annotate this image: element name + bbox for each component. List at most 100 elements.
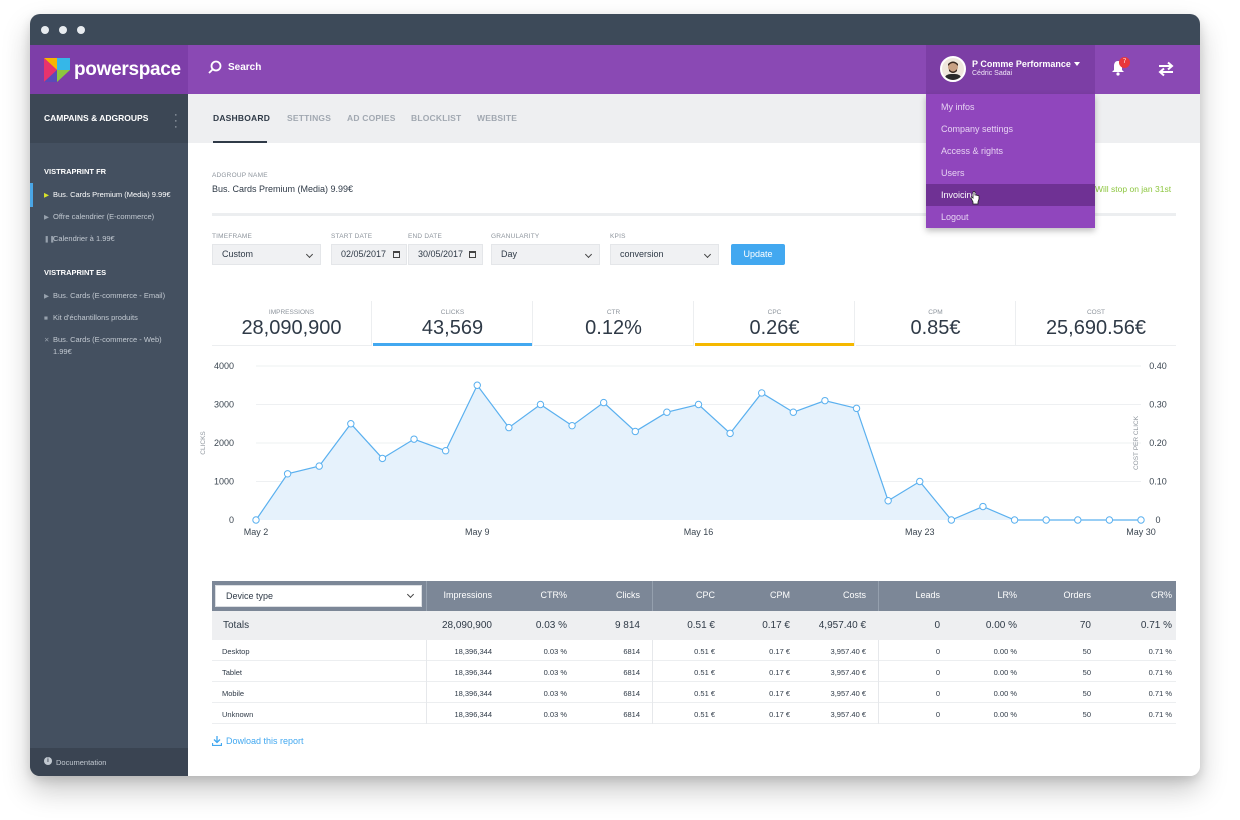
column-header[interactable]: Clicks	[616, 590, 640, 600]
download-report-link[interactable]: Dowload this report	[212, 736, 304, 746]
data-point	[852, 404, 861, 413]
data-point	[568, 421, 576, 430]
tab-blocklist[interactable]: BLOCKLIST	[411, 113, 462, 123]
column-divider	[426, 703, 427, 724]
documentation-link[interactable]: Documentation	[56, 758, 107, 767]
table-row[interactable]: Desktop 18,396,344 0.03 % 6814 0.51 € 0.17 € 3…	[212, 640, 1176, 661]
start-date-input[interactable]: 02/05/2017	[331, 244, 407, 265]
window-dot[interactable]	[77, 26, 85, 34]
sidebar-item-bus-cards-email[interactable]: ▶ Bus. Cards (E-commerce - Email)	[44, 290, 184, 302]
data-point	[410, 435, 418, 443]
granularity-label: GRANULARITY	[491, 233, 540, 240]
table-cell: 18,396,344	[454, 668, 492, 677]
column-divider	[652, 640, 653, 661]
kpi-card-cost[interactable]: COST 25,690.56€	[1016, 301, 1176, 346]
column-divider	[878, 661, 879, 682]
sidebar-group-title: VISTRAPRINT FR	[44, 167, 107, 176]
avatar	[940, 56, 966, 82]
table-cell: 50	[1082, 710, 1091, 719]
column-header[interactable]: Orders	[1063, 590, 1091, 600]
column-header[interactable]: LR%	[997, 590, 1017, 600]
kpi-value: 0.26€	[749, 317, 800, 339]
update-button[interactable]: Update	[731, 244, 785, 265]
sidebar-header: CAMPAINS & ADGROUPS · · ·	[30, 94, 188, 143]
column-divider	[878, 703, 879, 724]
kpi-card-cpm[interactable]: CPM 0.85€	[856, 301, 1016, 346]
search-label: Search	[228, 61, 262, 73]
granularity-select[interactable]: Day	[491, 244, 600, 265]
tab-website[interactable]: WEBSITE	[477, 113, 518, 123]
tab-dashboard[interactable]: DASHBOARD	[213, 113, 271, 123]
table-row[interactable]: Tablet 18,396,344 0.03 % 6814 0.51 € 0.17 € 3,…	[212, 661, 1176, 682]
menu-item-my-infos[interactable]: My infos	[941, 102, 975, 112]
tab-settings[interactable]: SETTINGS	[287, 113, 332, 123]
sidebar-item-label: Kit d'échantillons produits	[53, 313, 138, 322]
column-header[interactable]: CR%	[1150, 590, 1172, 600]
y-tick-label: 1000	[214, 477, 234, 487]
table-row[interactable]: Mobile 18,396,344 0.03 % 6814 0.51 € 0.17 € 3,…	[212, 682, 1176, 703]
user-menu-toggle[interactable]: P Comme Performance Cédric Sadai	[926, 45, 1095, 94]
column-header[interactable]: Costs	[842, 590, 866, 600]
y-tick-label: 4000	[214, 361, 234, 371]
x-tick-label: May 30	[1126, 527, 1156, 537]
end-date-input[interactable]: 30/05/2017	[408, 244, 483, 265]
data-point	[252, 516, 260, 524]
logo[interactable]: powerspace	[30, 45, 188, 94]
menu-item-users[interactable]: Users	[941, 168, 965, 178]
table-row[interactable]: Unknown 18,396,344 0.03 % 6814 0.51 € 0.17 € 3…	[212, 703, 1176, 724]
column-divider	[878, 640, 879, 661]
window-titlebar	[30, 14, 1200, 45]
sidebar-item-bus-cards-premium[interactable]: ▶ Bus. Cards Premium (Media) 9.99€	[44, 189, 184, 201]
dimension-select-value: Device type	[226, 591, 274, 601]
kpi-label: IMPRESSIONS	[268, 309, 315, 316]
sidebar-item-kit-echantillons[interactable]: ■ Kit d'échantillons produits	[44, 312, 184, 324]
sidebar-item-bus-cards-web[interactable]: ✕ Bus. Cards (E-commerce - Web) 1.99€	[44, 334, 184, 357]
sidebar-item-calendrier[interactable]: ❚❚Calendrier à 1.99€	[44, 233, 184, 245]
column-header[interactable]: Impressions	[443, 590, 492, 600]
kpis-value: conversion	[620, 249, 664, 259]
app-window: powerspace Search P Comme Performance Cé…	[30, 14, 1200, 776]
data-point	[347, 420, 355, 428]
sidebar: CAMPAINS & ADGROUPS · · · VISTRAPRINT FR ▶…	[30, 94, 188, 776]
kpi-card-impressions[interactable]: IMPRESSIONS 28,090,900	[212, 301, 372, 346]
active-indicator	[30, 183, 33, 207]
dimension-select[interactable]: Device type	[215, 585, 422, 607]
search-button[interactable]: Search	[208, 60, 261, 74]
table-cell: 6814	[623, 647, 640, 656]
table-cell: 0.17 €	[769, 689, 790, 698]
x-tick-label: May 9	[465, 527, 490, 537]
kpi-card-clicks[interactable]: CLICKS 43,569	[373, 301, 533, 346]
table-cell: 0.00 %	[993, 689, 1017, 698]
menu-item-invoicing[interactable]: Invoicing	[926, 184, 1095, 206]
column-header[interactable]: CPM	[770, 590, 790, 600]
window-dot[interactable]	[59, 26, 67, 34]
sidebar-item-offre-calendrier[interactable]: ▶ Offre calendrier (E-commerce)	[44, 211, 184, 223]
kpis-select[interactable]: conversion	[610, 244, 719, 265]
menu-item-access-rights[interactable]: Access & rights	[941, 146, 1004, 156]
chevron-down-icon	[584, 250, 593, 259]
timeframe-select[interactable]: Custom	[212, 244, 321, 265]
data-point	[599, 398, 608, 407]
menu-item-logout[interactable]: Logout	[941, 212, 969, 222]
play-icon: ▶	[44, 192, 49, 199]
tab-ad-copies[interactable]: AD COPIES	[347, 113, 396, 123]
table-cell: 18,396,344	[454, 710, 492, 719]
kpi-card-cpc[interactable]: CPC 0.26€	[695, 301, 855, 346]
column-header[interactable]: CPC	[695, 590, 715, 600]
column-header[interactable]: CTR%	[540, 590, 568, 600]
column-divider	[652, 581, 653, 611]
start-date-value: 02/05/2017	[341, 249, 387, 259]
table-cell: 0.71 %	[1148, 689, 1172, 698]
table-cell: 3,957.40 €	[830, 668, 866, 677]
column-header[interactable]: Leads	[915, 590, 940, 600]
menu-item-company-settings[interactable]: Company settings	[941, 124, 1014, 134]
kpi-card-ctr[interactable]: CTR 0.12%	[534, 301, 694, 346]
table-cell: 0.00 %	[993, 710, 1017, 719]
end-date-value: 30/05/2017	[418, 249, 464, 259]
swap-arrows-icon[interactable]	[1157, 61, 1175, 77]
table-cell: 0.71 %	[1148, 668, 1172, 677]
window-dot[interactable]	[41, 26, 49, 34]
kebab-menu-icon[interactable]: · · ·	[174, 109, 178, 133]
end-date-label: END DATE	[408, 233, 442, 240]
pause-icon: ❚❚	[44, 236, 55, 243]
